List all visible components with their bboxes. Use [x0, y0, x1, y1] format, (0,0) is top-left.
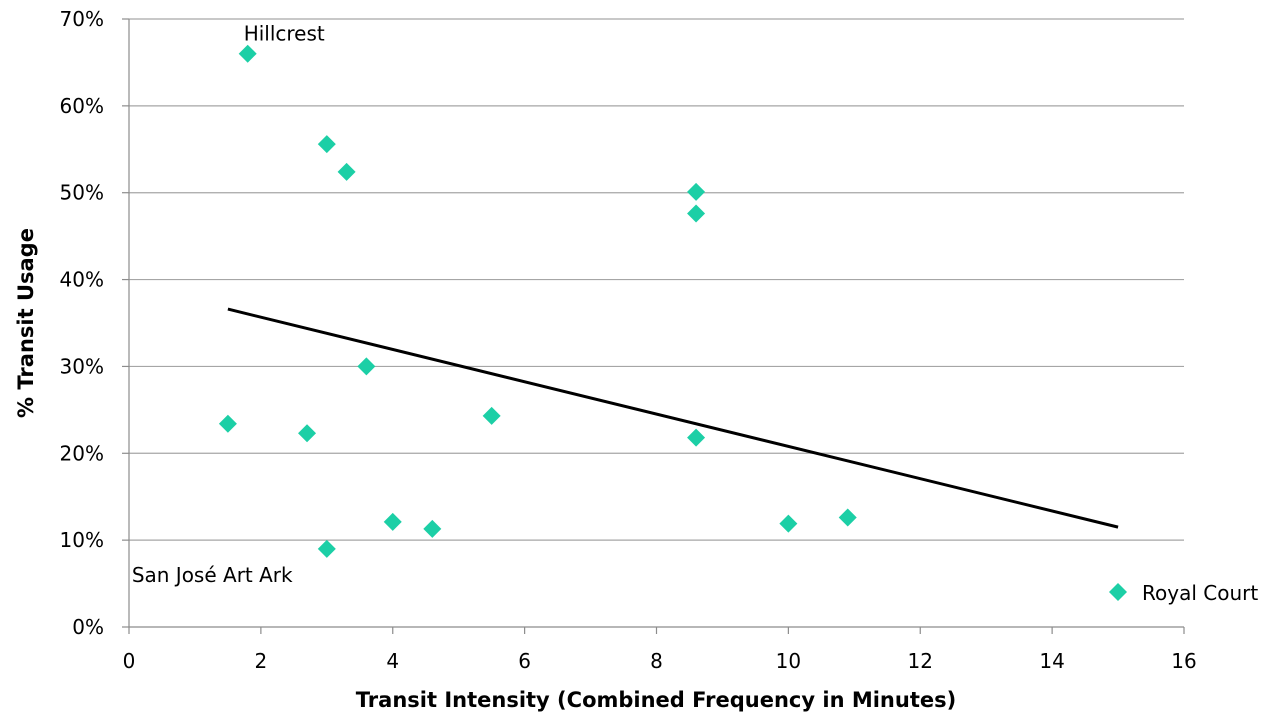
legend: Royal Court: [1109, 581, 1258, 605]
y-tick-label: 60%: [60, 94, 104, 118]
data-point: [482, 406, 501, 425]
annotation-label: San José Art Ark: [132, 563, 293, 587]
trendline: [227, 307, 1119, 529]
y-tick-label: 20%: [60, 441, 104, 465]
data-point: [687, 428, 706, 447]
x-tick-label: 12: [908, 649, 933, 673]
y-tick-label: 0%: [72, 615, 104, 639]
data-point: [238, 44, 257, 63]
x-tick-label: 8: [650, 649, 663, 673]
x-tick-label: 14: [1039, 649, 1064, 673]
tick-labels: 0% 10% 20% 30% 40% 50% 60% 70% 0 2 4 6 8 10 12 14 16: [60, 7, 1197, 673]
x-tick-label: 0: [123, 649, 136, 673]
y-tick-label: 50%: [60, 181, 104, 205]
data-point: [317, 539, 336, 558]
data-point: [687, 182, 706, 201]
annotation-label: Hillcrest: [244, 22, 325, 46]
x-tick-label: 10: [776, 649, 801, 673]
x-tick-label: 6: [518, 649, 531, 673]
data-point: [357, 357, 376, 376]
data-point: [218, 414, 237, 433]
y-tick-label: 10%: [60, 528, 104, 552]
data-point: [337, 162, 356, 181]
x-tick-label: 16: [1171, 649, 1196, 673]
data-point: [687, 204, 706, 223]
data-point: [383, 512, 402, 531]
data-point: [838, 508, 857, 527]
legend-label-royal-court: Royal Court: [1142, 581, 1258, 605]
trendline-group: [227, 307, 1119, 529]
annotations: Hillcrest San José Art Ark: [132, 22, 325, 587]
gridlines: [129, 18, 1184, 541]
legend-marker-royal-court: [1109, 583, 1127, 601]
data-point: [423, 519, 442, 538]
data-point: [298, 424, 317, 443]
data-points: [218, 44, 857, 558]
y-tick-label: 40%: [60, 268, 104, 292]
data-point: [317, 135, 336, 154]
y-tick-label: 70%: [60, 7, 104, 31]
x-axis-title: Transit Intensity (Combined Frequency in…: [356, 688, 956, 712]
axes: [122, 18, 1185, 634]
data-point: [779, 514, 798, 533]
x-tick-label: 4: [386, 649, 399, 673]
y-tick-label: 30%: [60, 354, 104, 378]
y-axis-title: % Transit Usage: [14, 228, 38, 418]
x-tick-label: 2: [255, 649, 268, 673]
